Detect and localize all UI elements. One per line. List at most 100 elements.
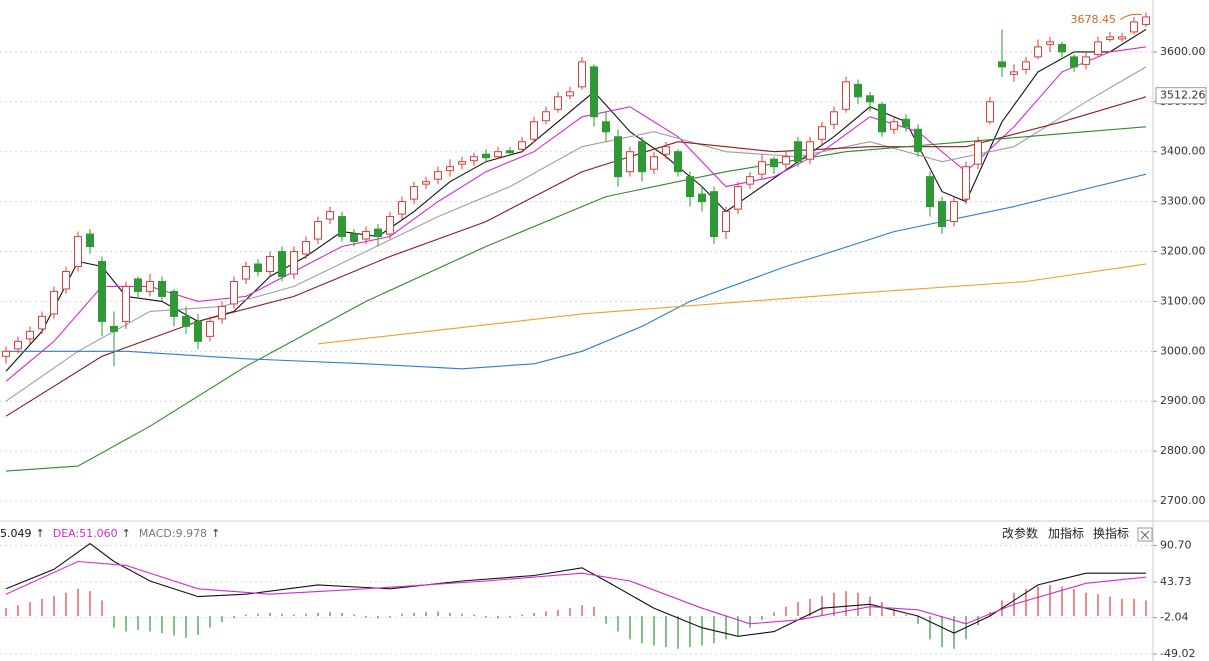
candle-body — [854, 83, 862, 98]
close-button[interactable] — [1137, 527, 1153, 542]
candle-body — [470, 156, 478, 162]
candle-body — [302, 241, 310, 255]
price-marker-label: 3512.26 — [1160, 89, 1206, 102]
candle-body — [1130, 21, 1138, 33]
indicator-line — [5, 560, 1147, 625]
candle-body — [482, 153, 490, 159]
indicator-line — [5, 126, 1147, 472]
y-tick-label: 3000.00 — [1160, 344, 1206, 357]
y-tick-label: 3600.00 — [1160, 45, 1206, 58]
candle-body — [998, 61, 1006, 68]
candle-body — [674, 151, 682, 173]
candle-body — [182, 315, 190, 327]
candle-body — [362, 231, 370, 240]
candle-body — [1118, 36, 1126, 40]
candle-body — [734, 186, 742, 210]
candle-body — [818, 126, 826, 140]
y-tick-label: 2700.00 — [1160, 494, 1206, 507]
candle-body — [350, 233, 358, 243]
candle-body — [2, 350, 10, 357]
candle-body — [314, 221, 322, 240]
candle-body — [266, 256, 274, 272]
candle-body — [638, 141, 646, 173]
candle-body — [62, 270, 70, 290]
candle-body — [98, 260, 106, 322]
candle-body — [662, 146, 670, 155]
candle-body — [650, 156, 658, 170]
indicator-line — [5, 542, 1146, 637]
candle-body — [326, 211, 334, 220]
panel-button[interactable]: 改参数 — [1002, 526, 1038, 541]
candle-body — [938, 201, 946, 228]
indicator-header: 5.049 ↑ DEA:51.060 ↑ MACD:9.978 ↑ — [0, 527, 220, 540]
price-marker-box — [1155, 87, 1207, 105]
candle-body — [974, 141, 982, 165]
candle-body — [218, 305, 226, 320]
candle-body — [1058, 43, 1066, 53]
indicator-trend: ↑ — [211, 527, 220, 540]
indicator-line — [6, 173, 1147, 370]
candle-body — [722, 211, 730, 233]
panel-button[interactable]: 换指标 — [1093, 526, 1129, 541]
candle-body — [506, 150, 514, 154]
candle-body — [1046, 41, 1054, 45]
candle-body — [194, 320, 202, 342]
candle-body — [26, 330, 34, 340]
y-tick-label: 3400.00 — [1160, 145, 1206, 158]
candle-body — [1106, 36, 1114, 40]
candle-body — [422, 181, 430, 185]
candle-body — [254, 263, 262, 272]
candle-body — [566, 91, 574, 97]
candle-body — [686, 176, 694, 198]
candle-body — [770, 158, 778, 168]
candle-body — [878, 103, 886, 133]
y-tick-label: 43.73 — [1160, 575, 1192, 588]
candle-body — [290, 251, 298, 275]
candle-body — [926, 176, 934, 208]
candle-body — [842, 81, 850, 110]
indicator-value: DEA:51.060 — [53, 527, 118, 540]
candle-body — [398, 201, 406, 215]
candle-body — [458, 161, 466, 165]
candle-body — [890, 121, 898, 130]
candle-body — [986, 101, 994, 123]
indicator-value: 5.049 — [0, 527, 32, 540]
candle-body — [230, 280, 238, 305]
y-tick-label: 2900.00 — [1160, 394, 1206, 407]
candle-body — [374, 228, 382, 238]
candle-body — [146, 280, 154, 292]
candle-body — [626, 151, 634, 173]
candle-body — [206, 320, 214, 337]
candle-body — [386, 216, 394, 235]
y-tick-label: -49.02 — [1160, 647, 1195, 660]
candle-body — [602, 121, 610, 133]
candle-body — [86, 233, 94, 248]
candle-body — [710, 191, 718, 238]
indicator-line — [5, 28, 1147, 372]
candle-body — [518, 141, 526, 150]
candle-body — [338, 216, 346, 238]
y-tick-label: 3100.00 — [1160, 294, 1206, 307]
candle-body — [110, 325, 118, 332]
y-tick-label: 90.70 — [1160, 538, 1192, 551]
candle-body — [830, 111, 838, 125]
candle-body — [38, 315, 46, 330]
candle-body — [902, 118, 910, 128]
candle-body — [554, 96, 562, 110]
candle-body — [578, 61, 586, 88]
candle-body — [794, 141, 802, 163]
candle-body — [542, 111, 550, 122]
candle-body — [1022, 61, 1030, 70]
candle-body — [698, 193, 706, 203]
candle-body — [914, 128, 922, 153]
candle-body — [1034, 46, 1042, 58]
candle-body — [134, 278, 142, 292]
candle-body — [1010, 71, 1018, 75]
candle-body — [158, 280, 166, 297]
panel-button[interactable]: 加指标 — [1048, 526, 1084, 541]
candle-body — [758, 161, 766, 175]
candle-body — [614, 136, 622, 178]
candle-body — [746, 176, 754, 185]
